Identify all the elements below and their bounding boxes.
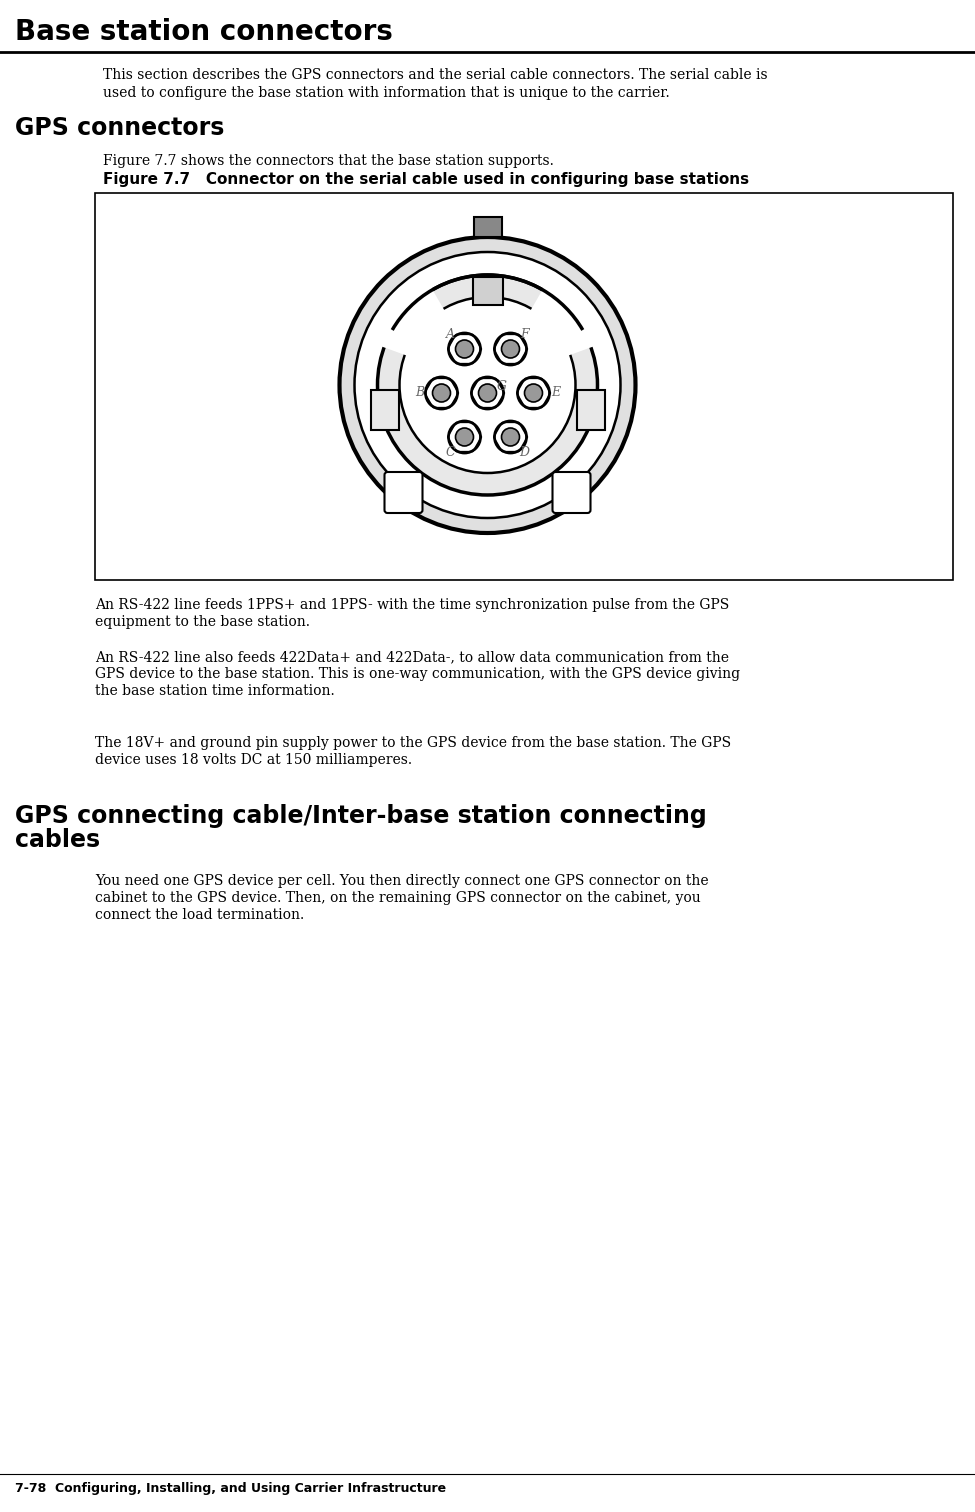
Text: 7-78  Configuring, Installing, and Using Carrier Infrastructure: 7-78 Configuring, Installing, and Using … bbox=[15, 1482, 447, 1495]
Text: F: F bbox=[521, 328, 528, 342]
Text: GPS device to the base station. This is one-way communication, with the GPS devi: GPS device to the base station. This is … bbox=[95, 667, 740, 680]
Circle shape bbox=[494, 420, 526, 454]
Text: A: A bbox=[446, 328, 455, 342]
Circle shape bbox=[455, 340, 474, 358]
Text: the base station time information.: the base station time information. bbox=[95, 683, 334, 699]
Text: equipment to the base station.: equipment to the base station. bbox=[95, 615, 310, 629]
Bar bbox=[473, 277, 502, 305]
Wedge shape bbox=[488, 286, 596, 386]
Circle shape bbox=[472, 376, 503, 410]
Text: An RS-422 line also feeds 422Data+ and 422Data-, to allow data communication fro: An RS-422 line also feeds 422Data+ and 4… bbox=[95, 650, 729, 664]
FancyBboxPatch shape bbox=[553, 472, 591, 513]
Circle shape bbox=[433, 384, 450, 402]
Text: connect the load termination.: connect the load termination. bbox=[95, 909, 304, 922]
Circle shape bbox=[525, 384, 542, 402]
Text: Base station connectors: Base station connectors bbox=[15, 18, 393, 45]
Text: used to configure the base station with information that is unique to the carrie: used to configure the base station with … bbox=[103, 86, 670, 100]
Wedge shape bbox=[379, 286, 488, 386]
Text: Figure 7.7   Connector on the serial cable used in configuring base stations: Figure 7.7 Connector on the serial cable… bbox=[103, 172, 749, 187]
Text: cabinet to the GPS device. Then, on the remaining GPS connector on the cabinet, : cabinet to the GPS device. Then, on the … bbox=[95, 891, 701, 906]
Circle shape bbox=[377, 275, 598, 494]
Text: D: D bbox=[520, 446, 529, 460]
Text: cables: cables bbox=[15, 829, 100, 851]
Text: GPS connectors: GPS connectors bbox=[15, 116, 224, 141]
Text: device uses 18 volts DC at 150 milliamperes.: device uses 18 volts DC at 150 milliampe… bbox=[95, 753, 412, 767]
Circle shape bbox=[501, 340, 520, 358]
Bar bbox=[95, 194, 953, 581]
Text: This section describes the GPS connectors and the serial cable connectors. The s: This section describes the GPS connector… bbox=[103, 68, 767, 82]
Circle shape bbox=[501, 428, 520, 446]
Circle shape bbox=[400, 296, 575, 473]
Circle shape bbox=[494, 333, 526, 364]
FancyBboxPatch shape bbox=[576, 390, 604, 429]
Text: You need one GPS device per cell. You then directly connect one GPS connector on: You need one GPS device per cell. You th… bbox=[95, 874, 709, 888]
FancyBboxPatch shape bbox=[384, 472, 422, 513]
FancyBboxPatch shape bbox=[370, 390, 399, 429]
Text: C: C bbox=[446, 446, 455, 460]
Bar bbox=[474, 218, 501, 237]
Circle shape bbox=[448, 420, 481, 454]
Text: E: E bbox=[551, 387, 560, 399]
Circle shape bbox=[425, 376, 457, 410]
Circle shape bbox=[518, 376, 550, 410]
Circle shape bbox=[339, 237, 636, 534]
Circle shape bbox=[479, 384, 496, 402]
Circle shape bbox=[355, 253, 620, 519]
Text: G: G bbox=[496, 381, 506, 393]
Text: GPS connecting cable/Inter-base station connecting: GPS connecting cable/Inter-base station … bbox=[15, 804, 707, 829]
Text: An RS-422 line feeds 1PPS+ and 1PPS- with the time synchronization pulse from th: An RS-422 line feeds 1PPS+ and 1PPS- wit… bbox=[95, 599, 729, 612]
Circle shape bbox=[455, 428, 474, 446]
Circle shape bbox=[448, 333, 481, 364]
Text: The 18V+ and ground pin supply power to the GPS device from the base station. Th: The 18V+ and ground pin supply power to … bbox=[95, 736, 731, 750]
Text: Figure 7.7 shows the connectors that the base station supports.: Figure 7.7 shows the connectors that the… bbox=[103, 154, 554, 168]
Text: B: B bbox=[415, 387, 424, 399]
